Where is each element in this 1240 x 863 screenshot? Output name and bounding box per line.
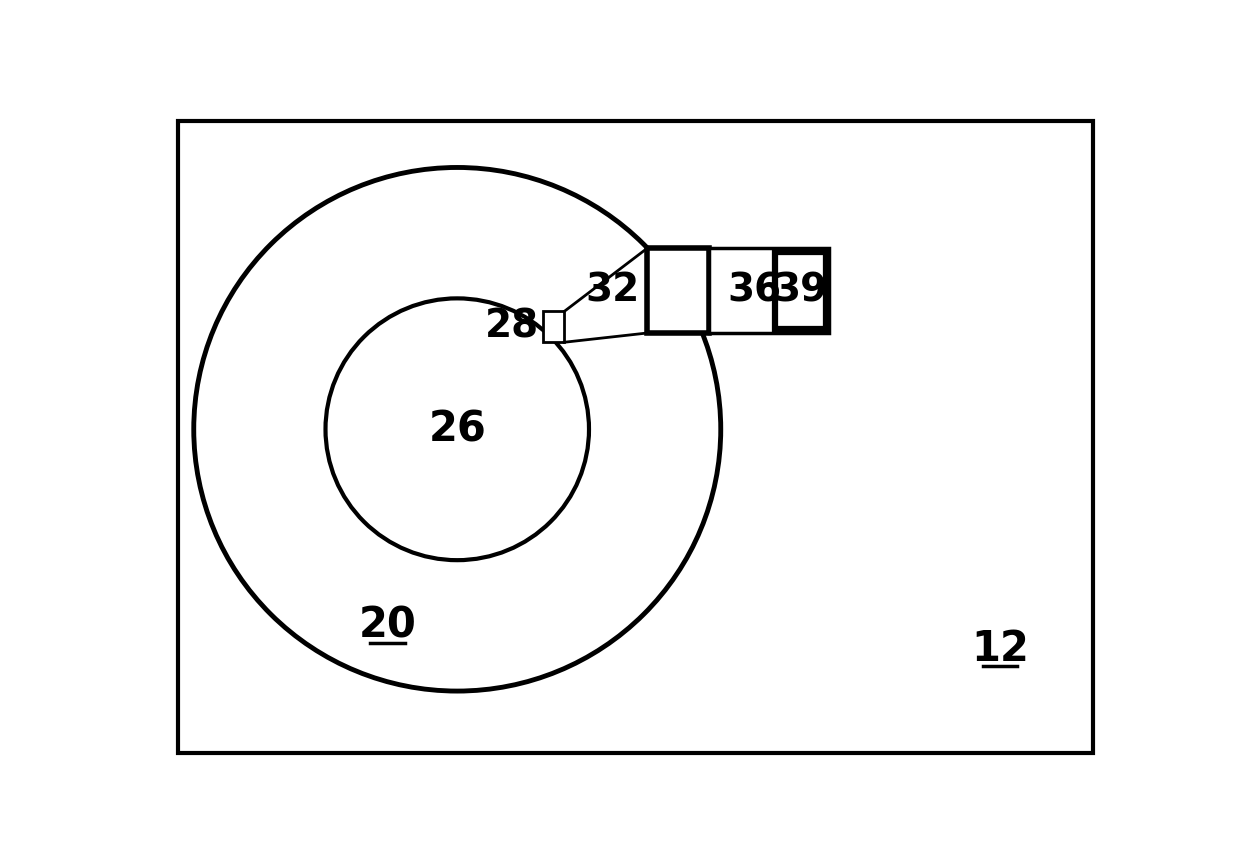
- Text: 28: 28: [485, 308, 538, 346]
- Text: 12: 12: [971, 627, 1029, 670]
- Bar: [709, 249, 830, 333]
- Bar: [543, 312, 564, 343]
- Text: 39: 39: [774, 272, 827, 310]
- Bar: [775, 252, 826, 329]
- Text: 32: 32: [585, 272, 640, 310]
- Text: 20: 20: [358, 605, 417, 646]
- Text: 26: 26: [428, 408, 486, 450]
- Text: 36: 36: [728, 272, 782, 310]
- Bar: [647, 249, 709, 333]
